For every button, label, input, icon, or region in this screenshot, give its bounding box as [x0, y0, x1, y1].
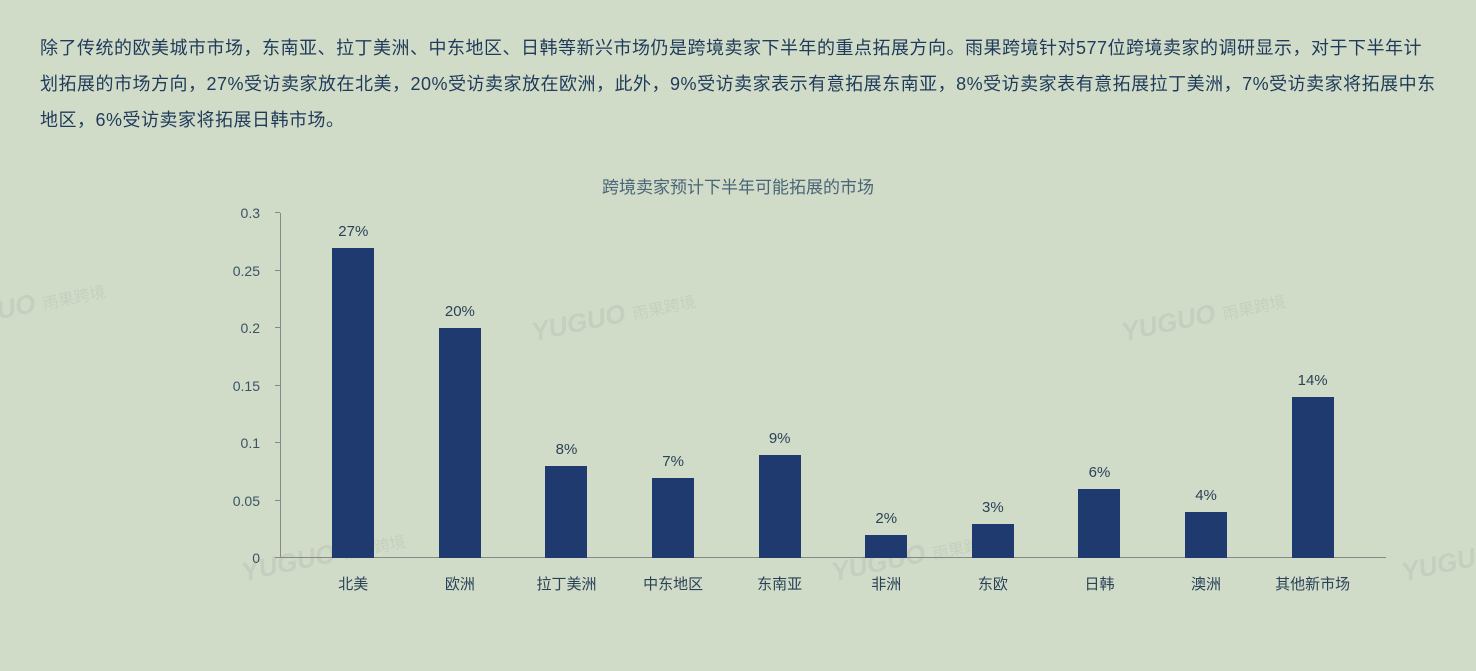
- x-tick-label: 拉丁美洲: [513, 563, 620, 603]
- y-tick-label: 0.15: [210, 378, 260, 394]
- bar-group: 6%: [1046, 213, 1153, 558]
- bar-group: 9%: [726, 213, 833, 558]
- bar-chart: 00.050.10.150.20.250.3 27% 20% 8% 7% 9% 2% 3% 6…: [220, 213, 1386, 603]
- bar-group: 14%: [1259, 213, 1366, 558]
- bar-value-label: 3%: [982, 499, 1004, 516]
- bar-rect: [759, 455, 801, 559]
- bar-rect: [1078, 489, 1120, 558]
- bar-rect: [1185, 512, 1227, 558]
- x-tick-label: 东欧: [940, 563, 1047, 603]
- x-tick-label: 非洲: [833, 563, 940, 603]
- bar-rect: [439, 328, 481, 558]
- bar-value-label: 20%: [445, 303, 475, 320]
- bar-rect: [972, 524, 1014, 559]
- x-tick-label: 北美: [300, 563, 407, 603]
- x-tick-label: 日韩: [1046, 563, 1153, 603]
- y-tick-label: 0.1: [210, 435, 260, 451]
- y-tick-label: 0.05: [210, 493, 260, 509]
- x-tick-label: 澳洲: [1153, 563, 1260, 603]
- x-tick-label: 欧洲: [407, 563, 514, 603]
- y-tick-label: 0.25: [210, 263, 260, 279]
- watermark: YUGUO 雨果跨境: [0, 273, 108, 338]
- x-axis-labels: 北美欧洲拉丁美洲中东地区东南亚非洲东欧日韩澳洲其他新市场: [280, 563, 1386, 603]
- bar-rect: [652, 478, 694, 559]
- bar-rect: [1292, 397, 1334, 558]
- chart-title: 跨境卖家预计下半年可能拓展的市场: [40, 173, 1436, 198]
- bar-group: 20%: [407, 213, 514, 558]
- x-tick-label: 其他新市场: [1259, 563, 1366, 603]
- plot-area: 27% 20% 8% 7% 9% 2% 3% 6% 4% 14%: [280, 213, 1386, 558]
- bar-rect: [545, 466, 587, 558]
- description-text: 除了传统的欧美城市市场，东南亚、拉丁美洲、中东地区、日韩等新兴市场仍是跨境卖家下…: [40, 30, 1436, 138]
- bar-group: 7%: [620, 213, 727, 558]
- bar-value-label: 14%: [1298, 372, 1328, 389]
- bar-group: 4%: [1153, 213, 1260, 558]
- y-axis: 00.050.10.150.20.250.3: [220, 213, 270, 558]
- bar-value-label: 27%: [338, 223, 368, 240]
- bar-group: 2%: [833, 213, 940, 558]
- bar-value-label: 2%: [875, 510, 897, 527]
- y-tick-label: 0.2: [210, 320, 260, 336]
- bar-value-label: 4%: [1195, 487, 1217, 504]
- bar-group: 27%: [300, 213, 407, 558]
- bar-value-label: 7%: [662, 453, 684, 470]
- bar-rect: [865, 535, 907, 558]
- bar-value-label: 9%: [769, 430, 791, 447]
- bar-group: 8%: [513, 213, 620, 558]
- watermark: YUGUO 雨果跨境: [1399, 523, 1476, 588]
- bar-value-label: 8%: [556, 441, 578, 458]
- bar-rect: [332, 248, 374, 559]
- y-tick-label: 0: [210, 550, 260, 566]
- x-tick-label: 东南亚: [726, 563, 833, 603]
- x-tick-label: 中东地区: [620, 563, 727, 603]
- bar-group: 3%: [940, 213, 1047, 558]
- y-tick-label: 0.3: [210, 205, 260, 221]
- bar-value-label: 6%: [1089, 464, 1111, 481]
